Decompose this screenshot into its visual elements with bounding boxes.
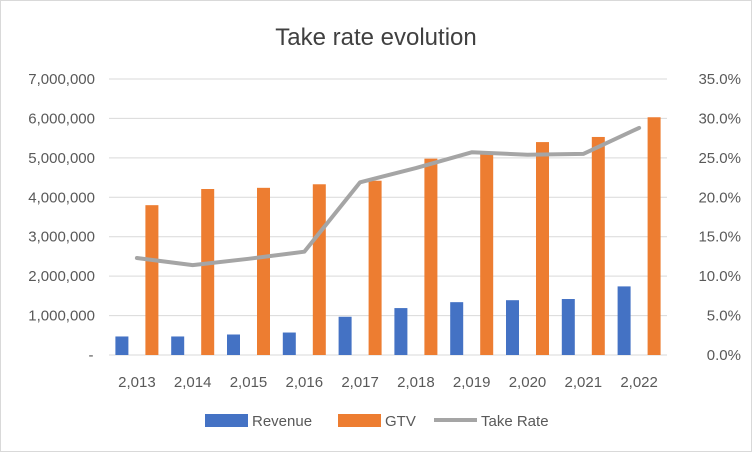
bar-gtv <box>424 158 438 355</box>
x-tick-label: 2,014 <box>174 374 212 391</box>
bar-revenue <box>338 316 352 355</box>
x-tick-label: 2,018 <box>397 374 435 391</box>
y2-tick-label: 30.0% <box>698 110 741 127</box>
legend-swatch-revenue <box>205 414 248 427</box>
x-tick-label: 2,019 <box>453 374 491 391</box>
take-rate-line <box>134 125 642 268</box>
bar-revenue <box>115 336 129 355</box>
chart-title: Take rate evolution <box>275 24 476 51</box>
x-tick-label: 2,015 <box>230 374 268 391</box>
bar-gtv <box>536 142 549 355</box>
y-tick-label: 4,000,000 <box>28 189 95 206</box>
x-axis-ticks: 2,013 2,014 2,015 2,016 2,017 2,018 2,019 2,020… <box>118 374 658 391</box>
bar-revenue <box>506 300 519 355</box>
bar-revenue <box>450 302 464 355</box>
y-tick-label: 1,000,000 <box>28 308 95 325</box>
bar-revenue <box>171 336 185 355</box>
y-tick-label: 5,000,000 <box>28 150 95 167</box>
x-tick-label: 2,016 <box>286 374 324 391</box>
legend-label-take-rate: Take Rate <box>481 413 549 430</box>
x-tick-label: 2,017 <box>341 374 379 391</box>
y-tick-label: 6,000,000 <box>28 110 95 127</box>
take-rate-line-group <box>134 125 642 268</box>
y-tick-label: 7,000,000 <box>28 71 95 88</box>
x-tick-label: 2,021 <box>565 374 603 391</box>
y2-tick-label: 20.0% <box>698 189 741 206</box>
y2-tick-label: 25.0% <box>698 150 741 167</box>
bar-revenue <box>561 299 575 355</box>
y-tick-label: 2,000,000 <box>28 268 95 285</box>
bar-gtv <box>480 152 494 355</box>
y2-tick-label: 15.0% <box>698 229 741 246</box>
x-tick-label: 2,022 <box>620 374 658 391</box>
legend-label-gtv: GTV <box>385 413 416 430</box>
y2-tick-label: 0.0% <box>707 347 741 364</box>
y-axis-left-ticks: - 1,000,000 2,000,000 3,000,000 4,000,000 5,0… <box>28 71 95 364</box>
y-tick-label: 3,000,000 <box>28 229 95 246</box>
y2-tick-label: 35.0% <box>698 71 741 88</box>
bar-revenue <box>394 308 408 355</box>
bar-gtv <box>257 187 270 355</box>
bar-gtv <box>312 184 326 355</box>
bar-revenue <box>617 286 631 355</box>
bar-revenue <box>282 332 296 355</box>
y2-tick-label: 5.0% <box>707 308 741 325</box>
bar-gtv <box>201 189 215 355</box>
gridlines <box>109 78 667 356</box>
x-tick-label: 2,013 <box>118 374 156 391</box>
bar-gtv <box>591 136 605 355</box>
y2-tick-label: 10.0% <box>698 268 741 285</box>
bar-revenue <box>227 334 240 355</box>
y-tick-label: - <box>89 347 94 364</box>
y-axis-right-ticks: 0.0% 5.0% 10.0% 15.0% 20.0% 25.0% 30.0% 35.0% <box>698 71 741 364</box>
bar-gtv <box>145 205 159 355</box>
x-tick-label: 2,020 <box>509 374 547 391</box>
bar-gtv <box>368 180 382 355</box>
legend-label-revenue: Revenue <box>252 413 312 430</box>
bar-gtv <box>647 117 661 355</box>
legend: Revenue GTV Take Rate <box>205 413 549 430</box>
legend-swatch-gtv <box>338 414 381 427</box>
